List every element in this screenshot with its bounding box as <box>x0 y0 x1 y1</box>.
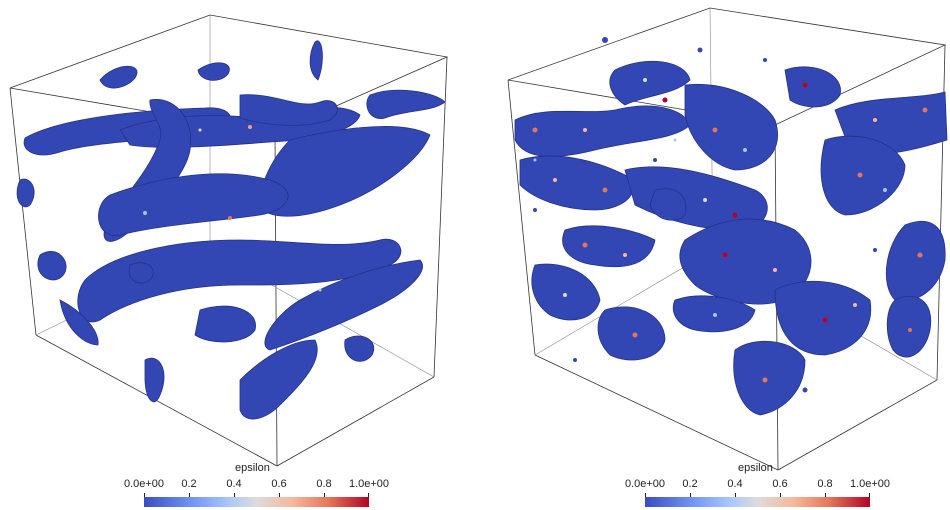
epsilon-highlights <box>143 125 322 292</box>
right-3d-view[interactable] <box>475 0 950 510</box>
colorbar-tick <box>690 493 691 497</box>
left-visualization-panel: epsilon 0.0e+00 0.2 0.4 0.6 0.8 1.0e+00 <box>0 0 475 510</box>
colorbar-title: epsilon <box>738 462 773 474</box>
colorbar-tick-label: 0.2 <box>181 478 197 490</box>
colorbar-tick-label: 0.0e+00 <box>123 478 165 490</box>
colorbar-gradient <box>144 497 369 507</box>
colorbar-tick <box>189 493 190 497</box>
colorbar-tick-label: 0.8 <box>316 478 332 490</box>
colorbar-gradient <box>645 497 870 507</box>
epsilon-highlights <box>532 78 928 383</box>
colorbar-tick-label: 0.8 <box>817 478 833 490</box>
isosurface <box>16 40 446 420</box>
colorbar-tick <box>279 493 280 497</box>
colorbar-tick <box>825 493 826 497</box>
colorbar-tick <box>324 493 325 497</box>
colorbar-tick-label: 0.2 <box>682 478 698 490</box>
colorbar-tick-label: 0.4 <box>226 478 242 490</box>
colorbar-tick <box>368 493 369 497</box>
colorbar-tick-label: 0.4 <box>727 478 743 490</box>
colorbar-tick <box>234 493 235 497</box>
colorbar-tick-label: 1.0e+00 <box>849 478 891 490</box>
colorbar-tick <box>780 493 781 497</box>
right-visualization-panel: epsilon 0.0e+00 0.2 0.4 0.6 0.8 1.0e+00 <box>475 0 950 510</box>
colorbar-tick-label: 0.6 <box>772 478 788 490</box>
isosurface <box>514 60 948 416</box>
colorbar-tick-label: 0.0e+00 <box>624 478 666 490</box>
colorbar-tick <box>144 493 145 497</box>
colorbar-tick <box>735 493 736 497</box>
colorbar-title: epsilon <box>235 462 270 474</box>
colorbar-tick <box>869 493 870 497</box>
colorbar-tick <box>645 493 646 497</box>
isosurface-fragments <box>533 37 877 393</box>
left-3d-view[interactable] <box>0 0 475 510</box>
colorbar-tick-label: 1.0e+00 <box>348 478 390 490</box>
colorbar-tick-label: 0.6 <box>271 478 287 490</box>
